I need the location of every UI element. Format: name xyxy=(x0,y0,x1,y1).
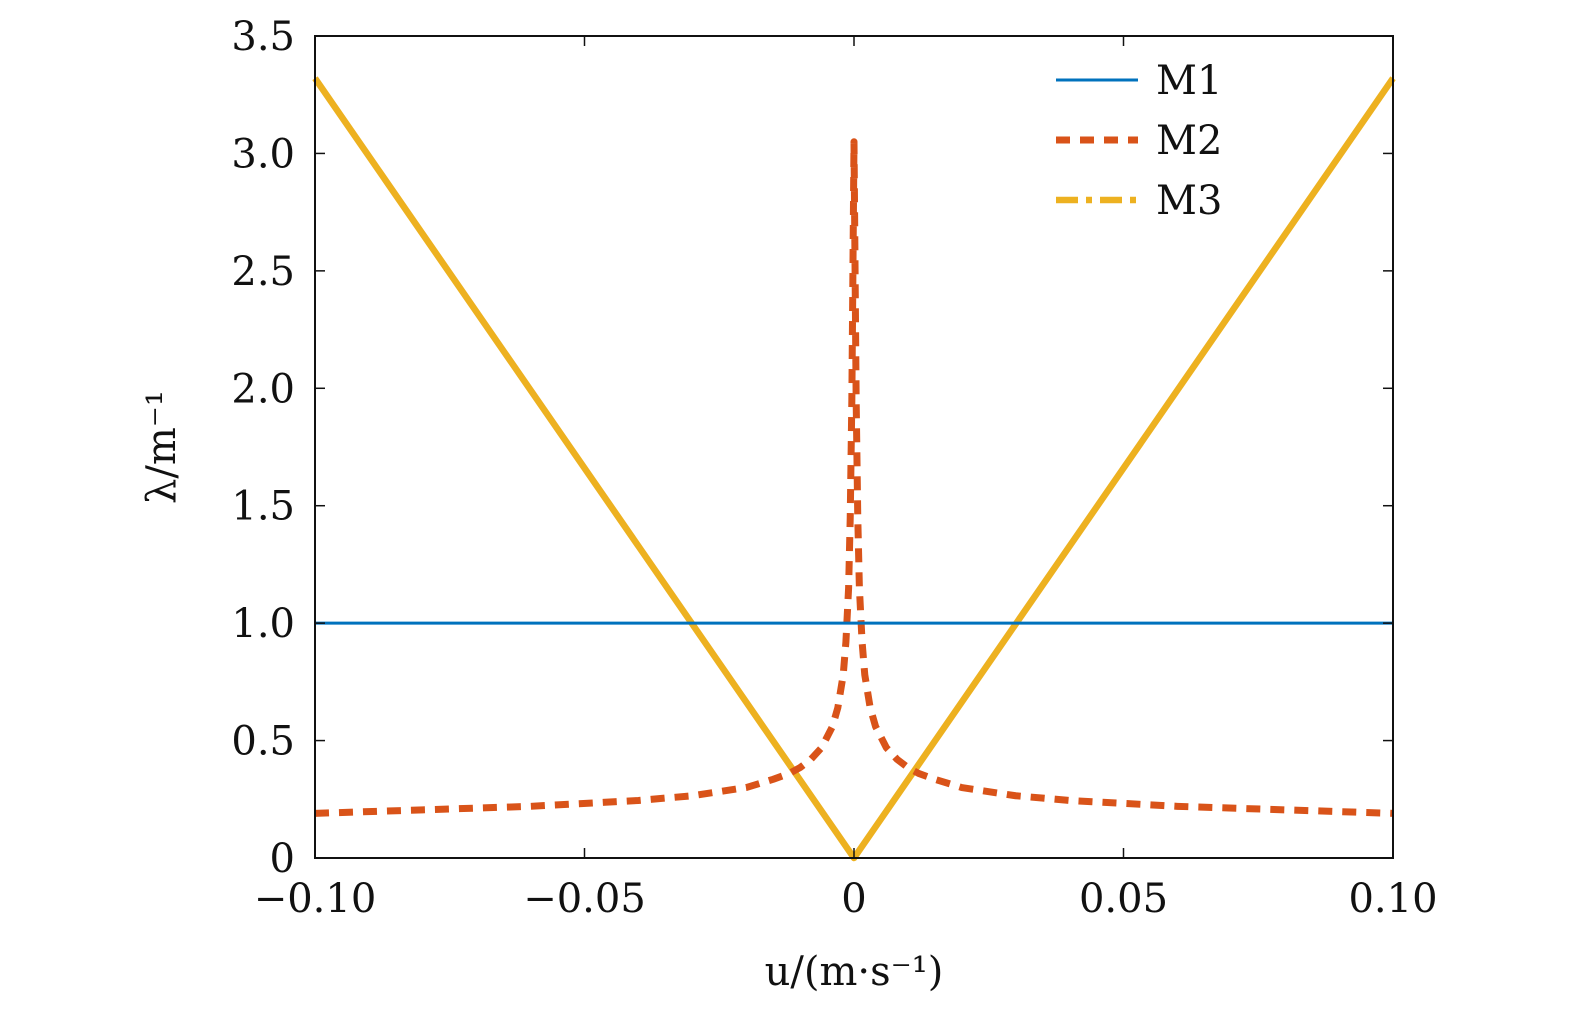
x-tick-label: 0 xyxy=(841,876,866,922)
y-tick-label: 3.5 xyxy=(231,14,295,60)
series-layer xyxy=(312,76,1396,862)
y-axis-label: λ/m⁻¹ xyxy=(139,390,185,504)
series-line-m2 xyxy=(314,138,1394,817)
y-tick-label: 1.5 xyxy=(231,484,295,530)
legend: M1 M2 M3 xyxy=(1056,58,1222,224)
x-tick-label: 0.10 xyxy=(1348,876,1437,922)
x-tick-label: −0.10 xyxy=(254,876,377,922)
y-tick-label: 1.0 xyxy=(231,601,295,647)
y-tick-label: 0.5 xyxy=(231,719,295,765)
y-tick-label: 3.0 xyxy=(231,131,295,177)
y-tick-label: 0 xyxy=(270,836,295,882)
axis-ticks: −0.10 −0.05 0 0.05 0.10 0 0.5 1.0 1.5 2.0 2.5 3.0 3.… xyxy=(231,14,1437,922)
x-tick-label: 0.05 xyxy=(1079,876,1168,922)
y-tick-label: 2.0 xyxy=(231,366,295,412)
legend-label-m2: M2 xyxy=(1156,118,1222,164)
x-axis-label: u/(m·s⁻¹) xyxy=(765,949,944,995)
legend-label-m3: M3 xyxy=(1156,178,1222,224)
legend-label-m1: M1 xyxy=(1156,58,1222,104)
y-tick-label: 2.5 xyxy=(231,249,295,295)
x-tick-label: −0.05 xyxy=(523,876,646,922)
